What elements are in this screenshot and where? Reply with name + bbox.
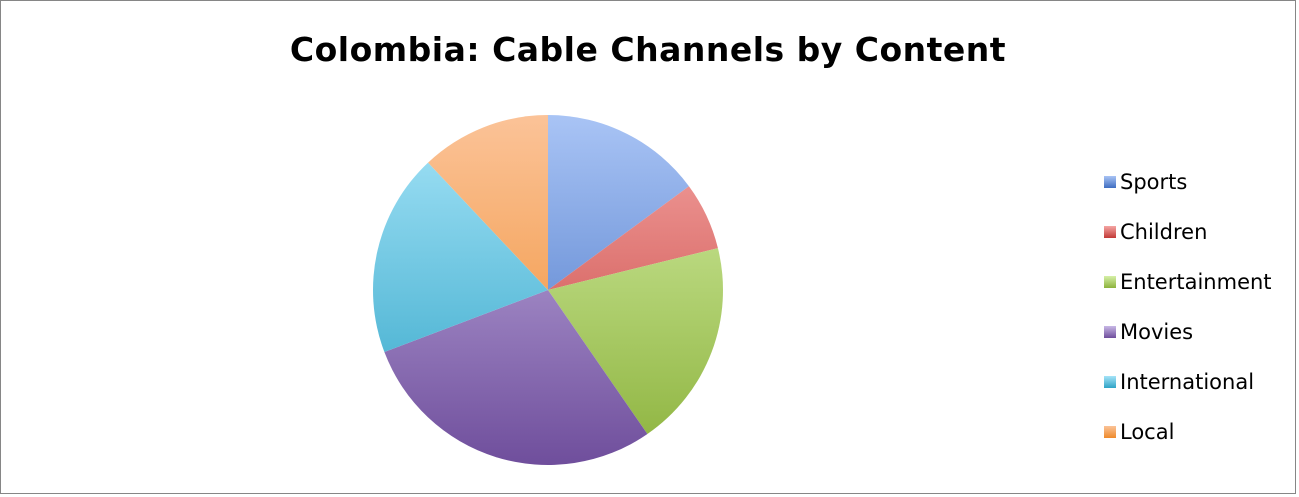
legend-label: Movies bbox=[1120, 320, 1194, 344]
legend-label: Children bbox=[1120, 220, 1208, 244]
chart-title: Colombia: Cable Channels by Content bbox=[289, 30, 1007, 69]
legend-swatch-movies bbox=[1104, 326, 1116, 338]
legend-item-local: Local bbox=[1104, 407, 1294, 457]
pie-slice-international bbox=[373, 162, 548, 353]
legend-swatch-sports bbox=[1104, 176, 1116, 188]
legend-label: Sports bbox=[1120, 170, 1188, 194]
pie-slice-children bbox=[548, 186, 718, 290]
legend-item-sports: Sports bbox=[1104, 157, 1294, 207]
legend-label: International bbox=[1120, 370, 1255, 394]
chart-legend: Sports Children Entertainment Movies Interna… bbox=[1104, 157, 1294, 457]
legend-item-movies: Movies bbox=[1104, 307, 1294, 357]
legend-item-international: International bbox=[1104, 357, 1294, 407]
pie-slice-sports bbox=[548, 115, 689, 290]
pie-slice-movies bbox=[384, 290, 648, 466]
legend-item-children: Children bbox=[1104, 207, 1294, 257]
pie-slice-entertainment bbox=[548, 248, 723, 435]
legend-label: Local bbox=[1120, 420, 1175, 444]
legend-label: Entertainment bbox=[1120, 270, 1272, 294]
pie-slice-local bbox=[428, 115, 548, 290]
legend-swatch-international bbox=[1104, 376, 1116, 388]
legend-swatch-entertainment bbox=[1104, 276, 1116, 288]
legend-swatch-local bbox=[1104, 426, 1116, 438]
legend-item-entertainment: Entertainment bbox=[1104, 257, 1294, 307]
legend-swatch-children bbox=[1104, 226, 1116, 238]
